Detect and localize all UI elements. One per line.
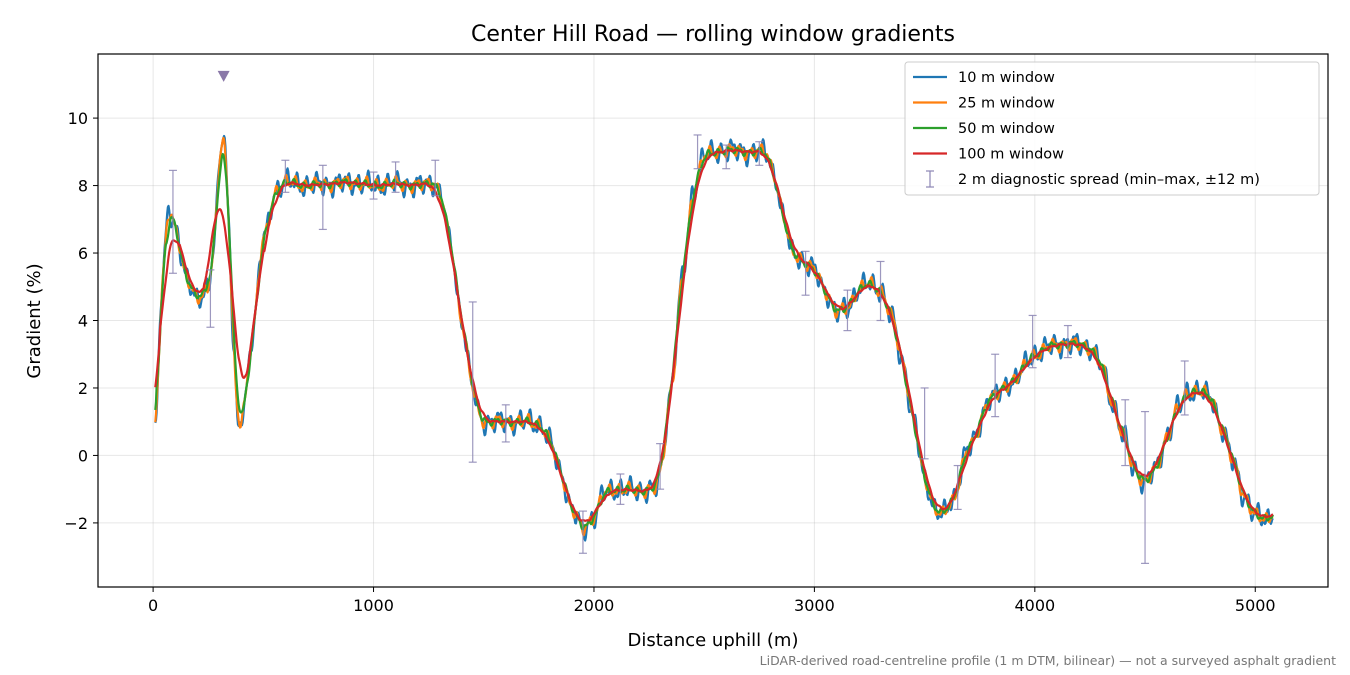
spread-errorbar <box>1180 360 1189 416</box>
x-axis-label: Distance uphill (m) <box>628 630 799 651</box>
spread-errorbar <box>1141 410 1150 564</box>
plot-area <box>154 134 1274 564</box>
spread-errorbar <box>920 387 929 460</box>
spread-errorbar <box>501 404 510 443</box>
y-tick-label: 6 <box>78 244 88 263</box>
spread-errorbar <box>755 141 764 166</box>
spread-errorbar <box>318 164 327 231</box>
spread-errorbar <box>843 289 852 332</box>
spread-errorbar <box>1121 399 1130 467</box>
spread-errorbar <box>1028 314 1037 369</box>
spread-errorbar <box>468 301 477 463</box>
y-axis-ticks: −2 0 2 4 6 8 10 <box>64 109 98 533</box>
legend-entry: 25 m window <box>958 96 1055 112</box>
spread-errorbar <box>693 134 702 170</box>
spread-errorbar <box>876 260 885 322</box>
spread-errorbar <box>578 510 587 554</box>
spread-errorbar <box>656 443 665 490</box>
footnote: LiDAR-derived road-centreline profile (1… <box>760 653 1336 668</box>
legend-box <box>904 61 1320 196</box>
y-tick-label: 8 <box>78 177 88 196</box>
x-tick-label: 3000 <box>794 596 835 615</box>
series-line-100m <box>154 148 1274 522</box>
y-tick-label: −2 <box>64 514 88 533</box>
spread-errorbar <box>991 353 1000 418</box>
y-tick-label: 10 <box>68 109 88 128</box>
spread-errorbar <box>281 159 290 193</box>
spread-errorbar <box>206 269 215 328</box>
legend-entry: 50 m window <box>958 121 1055 137</box>
spread-errorbar <box>722 144 731 170</box>
x-axis-ticks: 0 1000 2000 3000 4000 5000 <box>148 587 1276 615</box>
spread-errorbar <box>431 159 440 197</box>
x-tick-label: 0 <box>148 596 158 615</box>
y-tick-label: 2 <box>78 379 88 398</box>
legend: 10 m window 25 m window 50 m window 100 m w… <box>904 61 1320 196</box>
spread-errorbar <box>391 161 400 193</box>
y-axis-label: Gradient (%) <box>24 263 45 378</box>
spread-errorbar <box>616 473 625 505</box>
legend-entry: 2 m diagnostic spread (min–max, ±12 m) <box>958 172 1260 188</box>
spread-errorbar <box>168 169 177 274</box>
legend-swatch-errorbar <box>926 170 934 188</box>
peak-marker <box>217 70 230 82</box>
series-line-50m <box>154 146 1274 531</box>
y-tick-label: 4 <box>78 312 88 331</box>
spread-errorbars <box>168 134 1189 564</box>
series-lines <box>154 134 1274 542</box>
x-tick-label: 2000 <box>574 596 615 615</box>
spread-errorbar <box>1063 324 1072 359</box>
legend-entry: 10 m window <box>958 70 1055 86</box>
x-tick-label: 5000 <box>1235 596 1276 615</box>
chart-title: Center Hill Road — rolling window gradie… <box>471 22 955 47</box>
peak-marker-layer <box>217 70 230 82</box>
x-tick-label: 1000 <box>353 596 394 615</box>
spread-errorbar <box>369 171 378 200</box>
spread-errorbar <box>801 250 810 296</box>
y-tick-label: 0 <box>78 446 88 465</box>
spread-errorbar <box>953 464 962 511</box>
x-tick-label: 4000 <box>1014 596 1055 615</box>
legend-entry: 100 m window <box>958 147 1064 163</box>
